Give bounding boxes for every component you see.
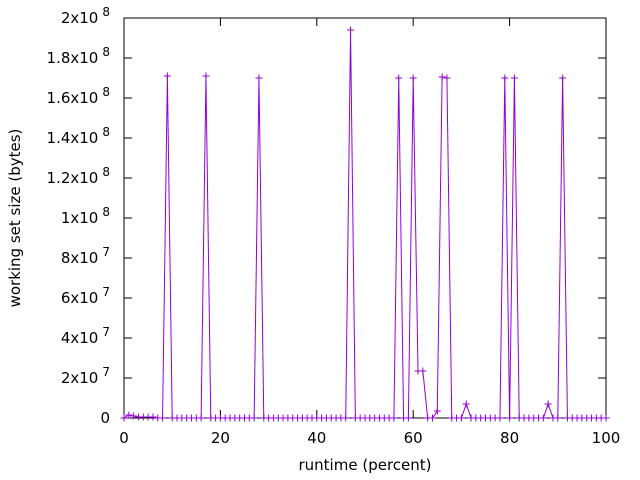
data-point (496, 414, 504, 422)
y-tick-exponent: 8 (102, 125, 110, 139)
data-point (559, 74, 567, 82)
series-layer (120, 26, 610, 422)
x-tick-label: 60 (404, 429, 423, 447)
y-tick-exponent: 7 (102, 325, 110, 339)
data-point (202, 72, 210, 80)
x-tick-label: 80 (500, 429, 519, 447)
data-point (428, 414, 436, 422)
y-tick-label: 1.2x10 8 (47, 165, 110, 187)
data-point (149, 413, 157, 421)
data-point (120, 414, 128, 422)
y-tick-mantissa: 1.4x10 (47, 129, 99, 147)
data-point (404, 414, 412, 422)
data-point (130, 412, 138, 420)
y-tick-label: 2x10 7 (61, 365, 110, 387)
data-point (510, 74, 518, 82)
data-point (163, 72, 171, 80)
y-tick-mantissa: 8x10 (61, 249, 99, 267)
y-tick-exponent: 8 (102, 205, 110, 219)
y-tick-mantissa: 1.8x10 (47, 49, 99, 67)
data-point (443, 74, 451, 82)
data-point (501, 74, 509, 82)
y-tick-exponent: 8 (102, 165, 110, 179)
data-point (409, 74, 417, 82)
series-line (123, 29, 606, 419)
x-tick-label: 100 (592, 429, 621, 447)
y-tick-mantissa: 2x10 (61, 369, 99, 387)
y-tick-label: 0 (100, 409, 110, 427)
data-point (255, 74, 263, 82)
data-point (342, 414, 350, 422)
y-tick-exponent: 8 (102, 85, 110, 99)
x-tick-label: 40 (307, 429, 326, 447)
y-tick-label: 6x10 7 (61, 285, 110, 307)
data-point (462, 400, 470, 408)
data-point (554, 414, 562, 422)
y-tick-label: 8x10 7 (61, 245, 110, 267)
x-tick-label: 0 (119, 429, 129, 447)
y-tick-exponent: 7 (102, 245, 110, 259)
x-tick-label: 20 (211, 429, 230, 447)
y-axis-label: working set size (bytes) (6, 129, 24, 308)
x-axis-label: runtime (percent) (299, 456, 432, 474)
y-tick-mantissa: 1x10 (61, 209, 99, 227)
y-tick-label: 4x10 7 (61, 325, 110, 347)
y-tick-label: 1x10 8 (61, 205, 110, 227)
y-tick-mantissa: 6x10 (61, 289, 99, 307)
data-point (250, 414, 258, 422)
data-point (390, 414, 398, 422)
data-point (539, 414, 547, 422)
y-tick-label: 1.8x10 8 (47, 45, 110, 67)
data-point (197, 414, 205, 422)
data-point (159, 414, 167, 422)
y-tick-mantissa: 1.2x10 (47, 169, 99, 187)
data-point (395, 74, 403, 82)
y-tick-label: 2x10 8 (61, 5, 110, 27)
y-tick-mantissa: 1.6x10 (47, 89, 99, 107)
data-point (457, 414, 465, 422)
data-point (602, 414, 610, 422)
data-point (506, 414, 514, 422)
y-tick-exponent: 8 (102, 45, 110, 59)
data-point (347, 26, 355, 34)
y-tick-exponent: 7 (102, 365, 110, 379)
data-point (544, 400, 552, 408)
y-tick-label: 1.6x10 8 (47, 85, 110, 107)
y-tick-exponent: 7 (102, 285, 110, 299)
data-point (438, 73, 446, 81)
x-axis: 0 20 40 60 80 100 (119, 18, 620, 447)
plot-frame (123, 17, 607, 419)
y-tick-label: 1.4x10 8 (47, 125, 110, 147)
y-tick-mantissa: 4x10 (61, 329, 99, 347)
data-point (433, 407, 441, 415)
data-point (419, 367, 427, 375)
y-tick-exponent: 8 (102, 5, 110, 19)
data-point (125, 411, 133, 419)
y-tick-mantissa: 2x10 (61, 9, 99, 27)
